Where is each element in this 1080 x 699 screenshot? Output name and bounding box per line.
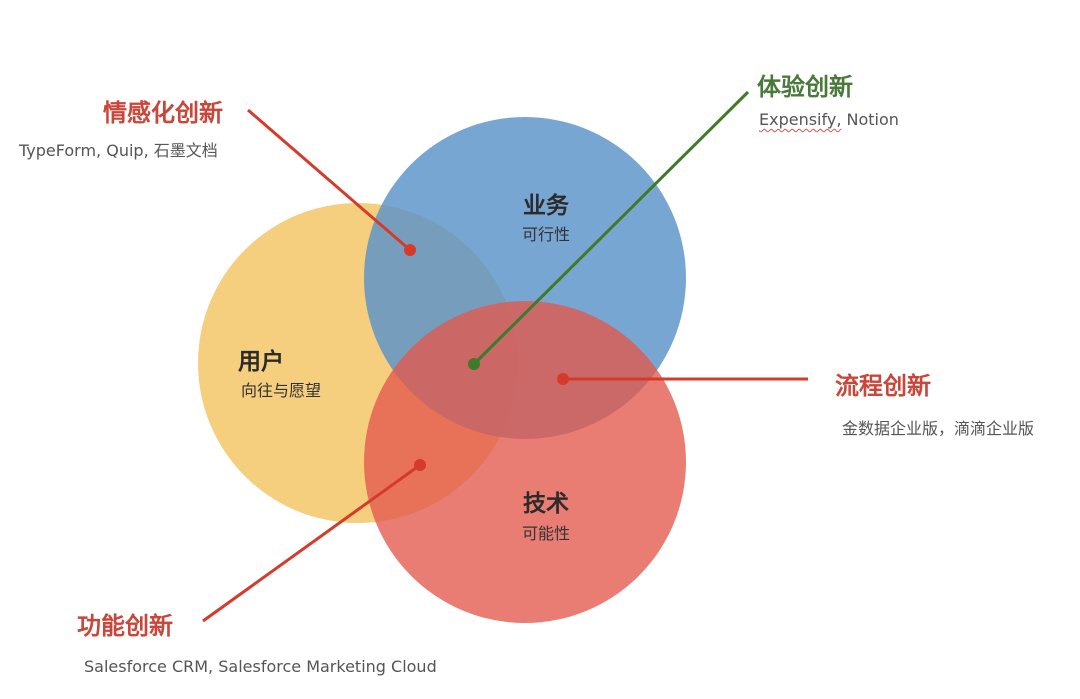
circle-technology-title: 技术 [523,491,569,517]
category-process-examples: 金数据企业版，滴滴企业版 [842,419,1035,438]
category-process-title: 流程创新 [835,372,931,400]
circle-user-title: 用户 [238,349,284,375]
connector-emotional [247,108,411,252]
dot-emotional [404,244,416,256]
connector-functional [202,463,421,623]
category-experience-example-1: Expensify, [759,110,842,129]
category-emotional-examples: TypeForm, Quip, 石墨文档 [19,141,218,160]
circle-business-title: 业务 [523,193,569,219]
category-emotional-title: 情感化创新 [103,99,223,127]
circle-technology [364,301,686,623]
category-experience-example-2: Notion [841,110,899,129]
circle-technology-subtitle: 可能性 [521,524,571,543]
circle-user-subtitle: 向往与愿望 [240,381,322,400]
connector-experience [472,90,750,366]
dot-experience [468,358,480,370]
dot-process [557,373,569,385]
category-experience-examples: Expensify, Notion [759,110,899,129]
category-functional-examples: Salesforce CRM, Salesforce Marketing Clo… [84,657,437,676]
category-experience-title: 体验创新 [757,73,853,101]
circle-business-subtitle: 可行性 [521,225,571,244]
dot-functional [414,459,426,471]
category-functional-title: 功能创新 [77,612,173,640]
